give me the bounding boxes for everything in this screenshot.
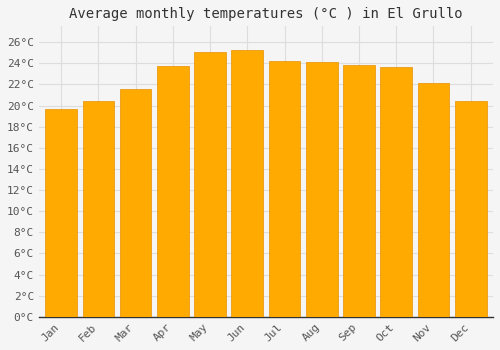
Bar [268, 61, 300, 317]
Bar [157, 66, 188, 317]
Bar [455, 101, 486, 317]
Bar [82, 101, 114, 317]
Bar [46, 109, 77, 317]
Bar [194, 52, 226, 317]
Title: Average monthly temperatures (°C ) in El Grullo: Average monthly temperatures (°C ) in El… [69, 7, 462, 21]
Bar [120, 89, 152, 317]
Bar [306, 62, 338, 317]
Bar [343, 65, 375, 317]
Bar [418, 83, 450, 317]
Bar [380, 68, 412, 317]
Bar [232, 49, 263, 317]
